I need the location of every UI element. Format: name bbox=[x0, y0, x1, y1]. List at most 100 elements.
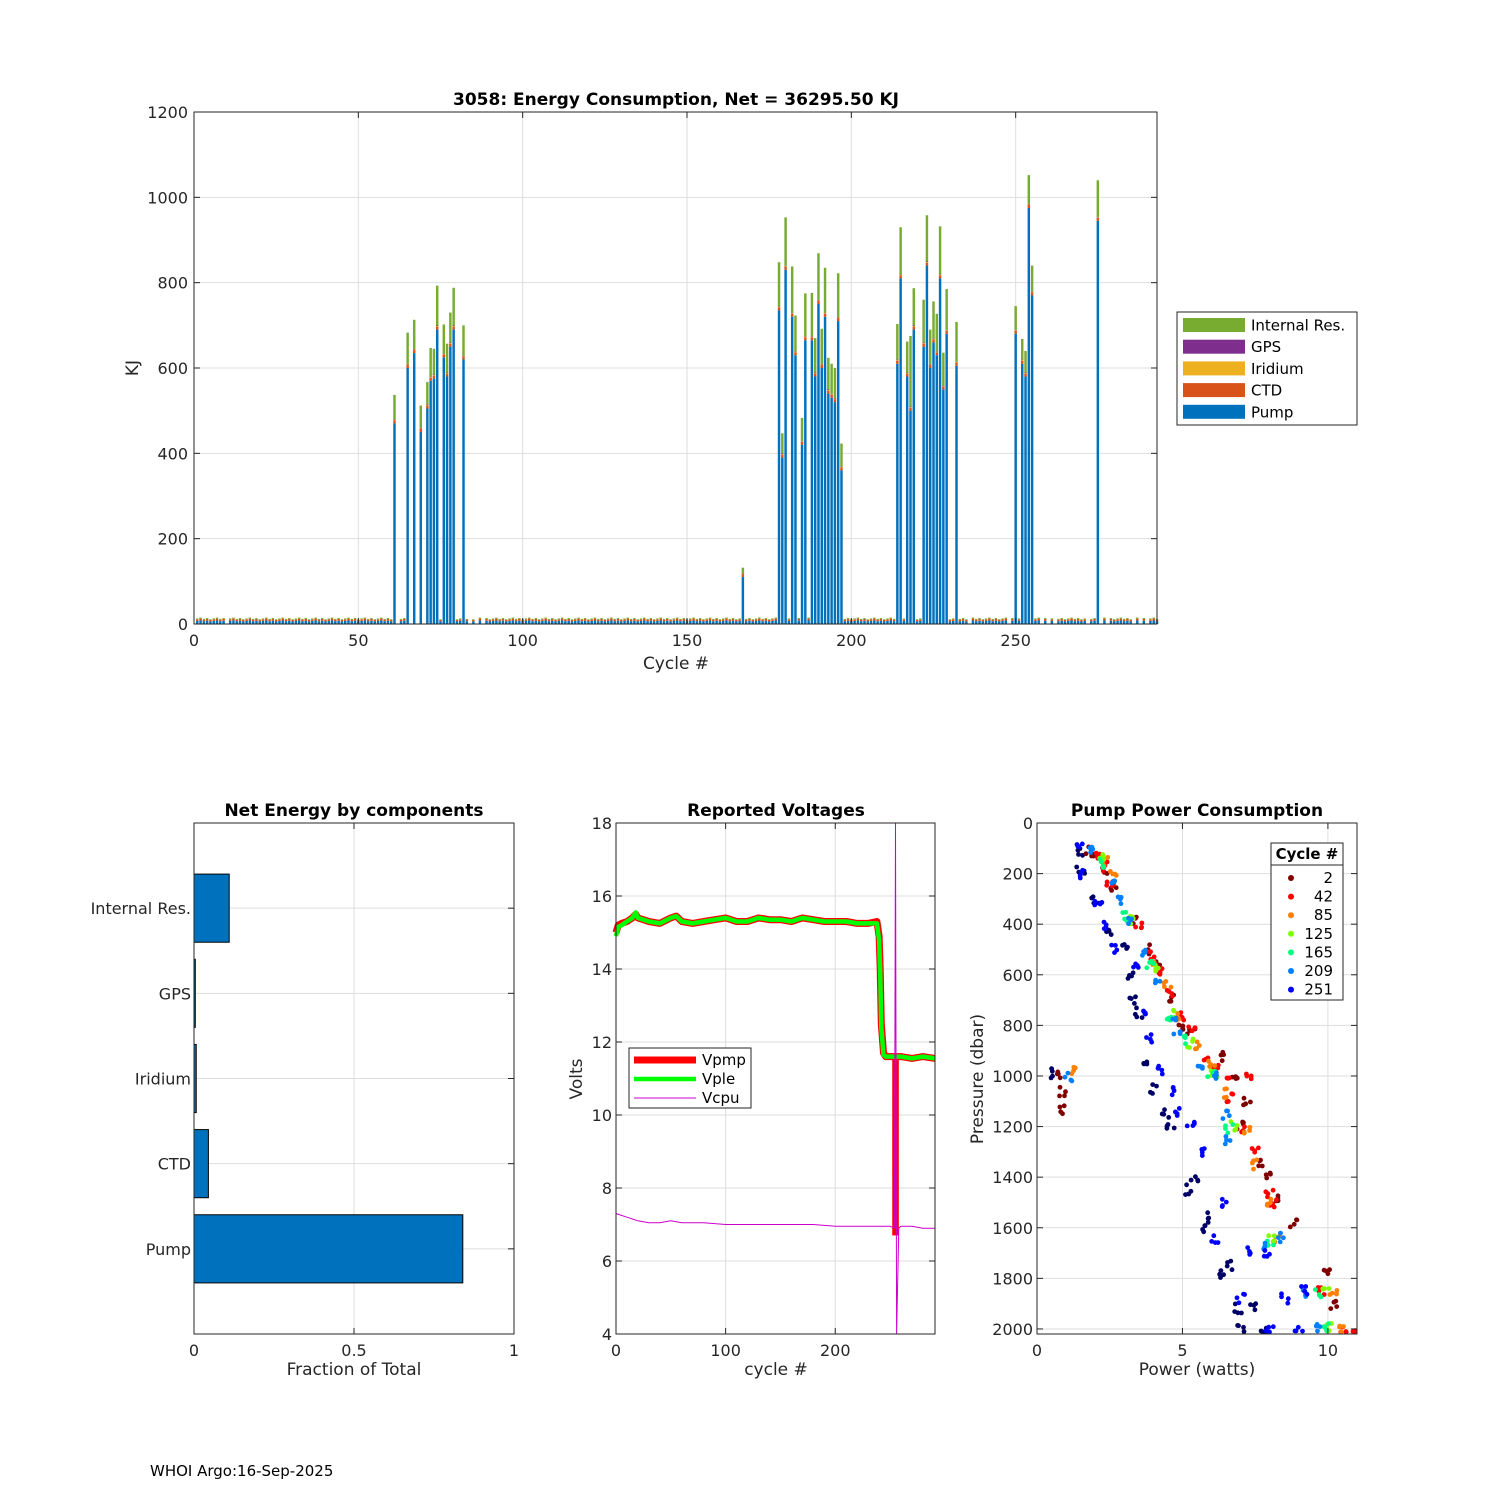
pump-power-point-cycle-85 bbox=[1175, 1011, 1181, 1016]
pump-power-point-cycle-251 bbox=[1131, 964, 1136, 970]
voltages-ytick-label: 14 bbox=[592, 960, 612, 979]
energy-bar-internal bbox=[219, 618, 222, 620]
energy-bar-ctd bbox=[794, 352, 797, 356]
energy-bar-ctd bbox=[771, 619, 774, 621]
energy-bar-internal bbox=[669, 619, 672, 621]
pump-power-point-cycle-251 bbox=[1173, 1109, 1178, 1115]
pump-power-point-dark bbox=[1224, 1263, 1230, 1269]
energy-bar-pump bbox=[784, 269, 787, 624]
voltages-xtick-label: 0 bbox=[611, 1341, 621, 1360]
pump-power-point-cycle-85 bbox=[1105, 855, 1111, 860]
energy-bar-gps bbox=[1027, 203, 1031, 205]
voltages-vpmp-dip bbox=[892, 1056, 899, 1236]
energy-legend-label: Iridium bbox=[1251, 360, 1304, 378]
energy-bar-internal bbox=[508, 618, 511, 620]
pump-power-title: Pump Power Consumption bbox=[1071, 801, 1323, 821]
energy-bar-internal bbox=[984, 618, 988, 620]
pump-power-point-cycle-2 bbox=[1061, 1103, 1067, 1109]
energy-bar-iridium bbox=[442, 353, 446, 355]
energy-bar-internal bbox=[1004, 617, 1008, 619]
pump-power-xtick-label: 5 bbox=[1177, 1341, 1187, 1360]
energy-bar-ctd bbox=[366, 619, 370, 622]
energy-bar-internal bbox=[991, 618, 994, 620]
pump-power-point-cycle-2 bbox=[1058, 1109, 1064, 1115]
energy-bar-pump bbox=[971, 620, 975, 624]
components-bars bbox=[193, 873, 464, 1284]
energy-bar-internal bbox=[472, 619, 475, 621]
pump-power-point-cycle-42 bbox=[1104, 882, 1110, 888]
energy-bar-ctd bbox=[679, 619, 682, 622]
pump-power-point-cycle-2 bbox=[1264, 1175, 1270, 1181]
energy-bar-ctd bbox=[1024, 373, 1027, 377]
energy-bar-ctd bbox=[445, 373, 449, 377]
energy-bar-ctd bbox=[274, 620, 278, 622]
energy-bar-ctd bbox=[412, 350, 416, 354]
energy-bar-internal bbox=[856, 617, 860, 619]
pump-power-point-cycle-42 bbox=[1166, 989, 1172, 994]
energy-bar-iridium bbox=[810, 336, 814, 338]
energy-bar-internal bbox=[738, 618, 741, 620]
energy-bar-pump bbox=[301, 621, 304, 624]
energy-bar-pump bbox=[580, 621, 584, 624]
pump-power-point-cycle-42 bbox=[1248, 1076, 1254, 1082]
energy-bar-pump bbox=[478, 620, 482, 624]
energy-bar-internal bbox=[248, 617, 252, 619]
energy-bar-ctd bbox=[386, 618, 390, 621]
energy-bar-ctd bbox=[1030, 292, 1034, 296]
energy-bar-pump bbox=[912, 329, 916, 624]
pump-power-point-cycle-251 bbox=[1159, 1071, 1165, 1077]
energy-bar-gps bbox=[412, 348, 416, 350]
energy-bar-pump bbox=[652, 621, 656, 624]
energy-bar-pump bbox=[656, 620, 659, 624]
energy-bar-pump bbox=[840, 470, 843, 624]
energy-xtick-label: 200 bbox=[836, 631, 867, 650]
energy-bar-ctd bbox=[764, 618, 768, 621]
energy-bar-internal bbox=[810, 292, 814, 337]
pump-power-point-cycle-42 bbox=[1151, 954, 1157, 960]
voltages-ytick-label: 18 bbox=[592, 814, 612, 833]
energy-bar-pump bbox=[1152, 620, 1155, 624]
pump-power-legend-marker bbox=[1288, 875, 1294, 881]
energy-bar-iridium bbox=[928, 364, 932, 366]
pump-power-point-cycle-209 bbox=[1200, 1066, 1205, 1071]
energy-bar-internal bbox=[1070, 617, 1073, 619]
pump-power-point-cycle-251 bbox=[1299, 1284, 1304, 1289]
energy-bar-pump bbox=[600, 620, 603, 624]
energy-bar-internal bbox=[899, 227, 902, 275]
energy-bar-internal bbox=[938, 226, 942, 275]
pump-power-point-dark bbox=[1108, 932, 1114, 937]
energy-bar-ctd bbox=[1149, 619, 1152, 621]
energy-bar-internal bbox=[271, 618, 275, 619]
energy-bar-ctd bbox=[781, 454, 784, 458]
pump-power-point-dark bbox=[1184, 1182, 1189, 1188]
energy-bar-pump bbox=[531, 621, 534, 624]
pump-power-point-dark bbox=[1241, 1329, 1247, 1334]
energy-bar-ctd bbox=[472, 620, 475, 622]
energy-legend-swatch bbox=[1183, 318, 1245, 332]
pump-power-point-cycle-251 bbox=[1262, 1248, 1268, 1253]
energy-bar-internal bbox=[557, 618, 561, 620]
energy-bar-internal bbox=[1063, 619, 1067, 621]
pump-power-point-cycle-209 bbox=[1222, 1141, 1228, 1147]
energy-bar-ctd bbox=[347, 618, 350, 621]
pump-power-point-cycle-85 bbox=[1168, 984, 1174, 990]
energy-bar-gps bbox=[406, 363, 409, 365]
energy-bar-ctd bbox=[728, 619, 731, 622]
energy-panel: 0 50 100 150 200 250 0 200 400 600 800 1000 1200 305… bbox=[123, 90, 1358, 674]
pump-power-point-cycle-85 bbox=[1163, 979, 1169, 984]
energy-bar-pump bbox=[794, 355, 797, 624]
energy-bar-internal bbox=[274, 619, 278, 621]
energy-bar-iridium bbox=[784, 266, 787, 267]
energy-bar-iridium bbox=[449, 342, 452, 344]
pump-power-point-cycle-165 bbox=[1100, 863, 1106, 869]
pump-power-point-cycle-251 bbox=[1234, 1295, 1240, 1301]
energy-bar-ctd bbox=[623, 619, 626, 621]
pump-power-point-cycle-209 bbox=[1170, 1016, 1176, 1022]
energy-bar-internal bbox=[702, 619, 705, 621]
energy-bar-ctd bbox=[452, 326, 455, 330]
energy-bar-internal bbox=[646, 618, 649, 620]
pump-power-point-cycle-2 bbox=[1268, 1171, 1273, 1177]
energy-bar-ctd bbox=[255, 618, 258, 621]
energy-bar-internal bbox=[741, 567, 745, 573]
energy-bar-pump bbox=[715, 620, 718, 624]
